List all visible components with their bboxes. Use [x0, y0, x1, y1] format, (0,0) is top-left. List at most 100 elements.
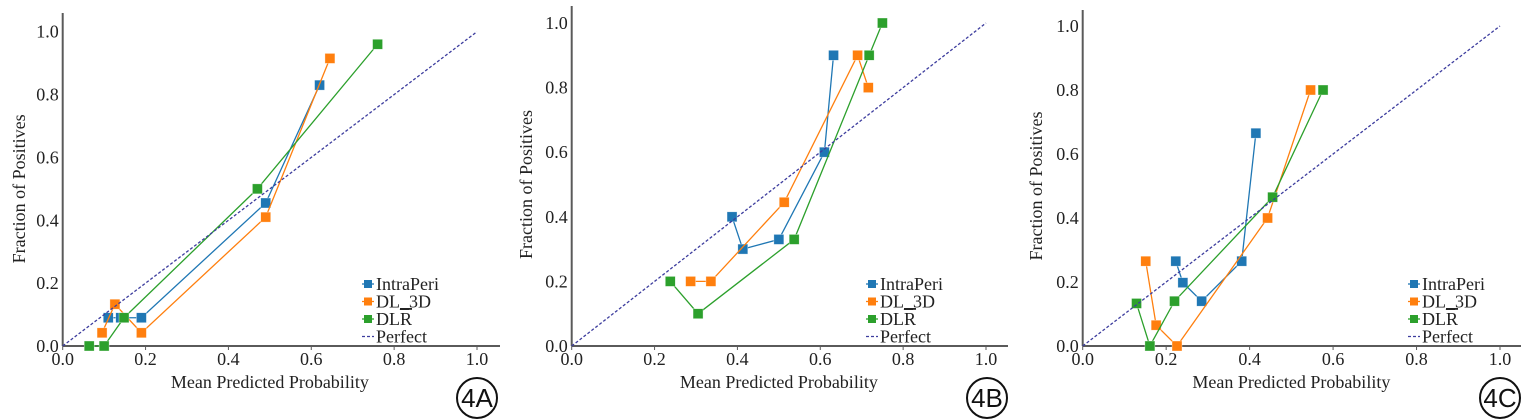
y-tick-label: 1.0	[1056, 16, 1079, 36]
x-tick-label: 0.8	[383, 349, 406, 369]
y-tick-label: 1.0	[36, 22, 59, 42]
legend-swatch-marker	[1410, 315, 1418, 323]
x-tick-label: 0.6	[809, 349, 832, 369]
x-tick-label: 0.8	[892, 349, 915, 369]
series-line-dl-3d	[690, 53, 869, 283]
y-axis-label: Fraction of Positives	[9, 114, 29, 263]
legend-swatch-marker	[364, 315, 372, 323]
y-tick-label: 0.2	[36, 273, 59, 293]
data-point-dl-3d	[705, 276, 717, 287]
y-axis-label: Fraction of Positives	[1026, 112, 1046, 261]
data-point-dl-3d	[685, 276, 696, 287]
legend-label: DL_3D	[376, 292, 431, 312]
data-point-dlr	[665, 276, 676, 287]
legend-swatch-marker	[868, 280, 876, 288]
data-point-dl-3d	[1305, 84, 1316, 96]
x-tick-label: 0.0	[51, 349, 74, 369]
chart-panel-4a: 0.0 0.2 0.4 0.6 0.8 1.0 0.0 0.2 0.4 0.6 0.8 1.0 Mean…	[9, 13, 500, 419]
x-axis-label: Mean Predicted Probability	[1192, 372, 1390, 392]
legend-label: DLR	[376, 309, 412, 329]
legend-label: IntraPeri	[1422, 274, 1485, 294]
y-tick-label: 0.0	[545, 336, 568, 356]
legend-label: Perfect	[376, 327, 427, 347]
y-tick-label: 0.4	[36, 210, 59, 230]
legend-label: DL_3D	[1422, 292, 1477, 312]
y-tick-label: 0.0	[1056, 336, 1079, 356]
x-axis-label: Mean Predicted Probability	[680, 372, 878, 392]
y-tick-label: 0.2	[1056, 272, 1079, 292]
data-point-intraperi	[1170, 255, 1182, 267]
data-point-dlr	[877, 17, 888, 29]
data-point-dlr	[1144, 340, 1156, 352]
data-point-intraperi	[828, 49, 839, 61]
panel-badge: 4C	[1479, 377, 1521, 419]
data-point-intraperi	[726, 211, 738, 223]
data-point-intraperi	[737, 243, 749, 255]
y-tick-label: 0.6	[545, 142, 568, 162]
y-axis-label: Fraction of Positives	[516, 110, 536, 259]
legend-label: IntraPeri	[880, 274, 943, 294]
data-point-dlr	[788, 234, 800, 245]
data-point-intraperi	[773, 234, 785, 245]
series-line-dlr	[89, 43, 379, 347]
y-tick-label: 0.8	[1056, 80, 1079, 100]
legend-swatch-marker	[1410, 297, 1418, 306]
x-tick-label: 0.4	[726, 349, 749, 369]
y-tick-label: 0.2	[545, 271, 568, 291]
y-tick-label: 1.0	[545, 13, 568, 33]
x-tick-label: 0.0	[560, 349, 583, 369]
x-tick-label: 0.2	[134, 349, 157, 369]
x-tick-label: 0.2	[1155, 349, 1178, 369]
legend-swatch-marker	[364, 297, 372, 306]
data-point-dlr	[252, 183, 263, 195]
legend-label: Perfect	[880, 327, 931, 347]
panel-badge: 4B	[966, 377, 1008, 419]
data-point-dl-3d	[96, 327, 108, 339]
panel-badge-label: 4A	[461, 383, 493, 413]
x-tick-label: 0.2	[643, 349, 666, 369]
data-point-dlr	[118, 312, 130, 324]
legend-swatch-marker	[364, 280, 372, 288]
data-point-dl-3d	[1262, 212, 1273, 224]
data-point-dlr	[83, 340, 95, 352]
y-tick-label: 0.0	[36, 336, 59, 356]
data-point-dl-3d	[260, 211, 272, 223]
y-tick-label: 0.8	[36, 85, 59, 105]
series-line-intraperi	[108, 84, 321, 319]
panel-badge-circle	[966, 377, 1008, 419]
data-point-dlr	[863, 49, 875, 61]
data-point-dlr	[1131, 298, 1142, 309]
series-line-dlr	[669, 22, 884, 315]
data-point-dl-3d	[1140, 255, 1152, 267]
data-point-dl-3d	[136, 327, 147, 339]
data-point-dlr	[98, 340, 110, 352]
panel-badge: 4A	[456, 377, 498, 419]
panel-badge-circle	[1479, 377, 1521, 419]
panel-badge-label: 4C	[1483, 383, 1516, 413]
panel-badge-circle	[456, 377, 498, 419]
series-line-perfect	[571, 22, 987, 347]
data-point-intraperi	[1236, 255, 1247, 267]
data-point-dl-3d	[109, 298, 121, 310]
data-point-dl-3d	[1171, 340, 1183, 352]
x-tick-label: 0.0	[1071, 349, 1094, 369]
legend-swatch-marker	[868, 315, 876, 323]
legend-label: DL_3D	[880, 292, 935, 312]
data-point-intraperi	[1196, 295, 1207, 307]
x-tick-label: 0.8	[1405, 349, 1428, 369]
x-tick-label: 0.6	[300, 349, 323, 369]
series-line-perfect	[62, 31, 478, 347]
y-tick-label: 0.6	[36, 147, 59, 167]
x-tick-label: 0.4	[217, 349, 240, 369]
data-point-dl-3d	[324, 53, 336, 64]
x-tick-label: 0.4	[1238, 349, 1261, 369]
chart-panel-4c: 0.0 0.2 0.4 0.6 0.8 1.0 0.0 0.2 0.4 0.6 0.8 1.0 Mean…	[1026, 10, 1521, 419]
series-line-intraperi	[731, 55, 835, 250]
y-tick-label: 0.4	[545, 207, 568, 227]
data-point-intraperi	[136, 312, 147, 324]
data-point-intraperi	[1177, 277, 1189, 288]
